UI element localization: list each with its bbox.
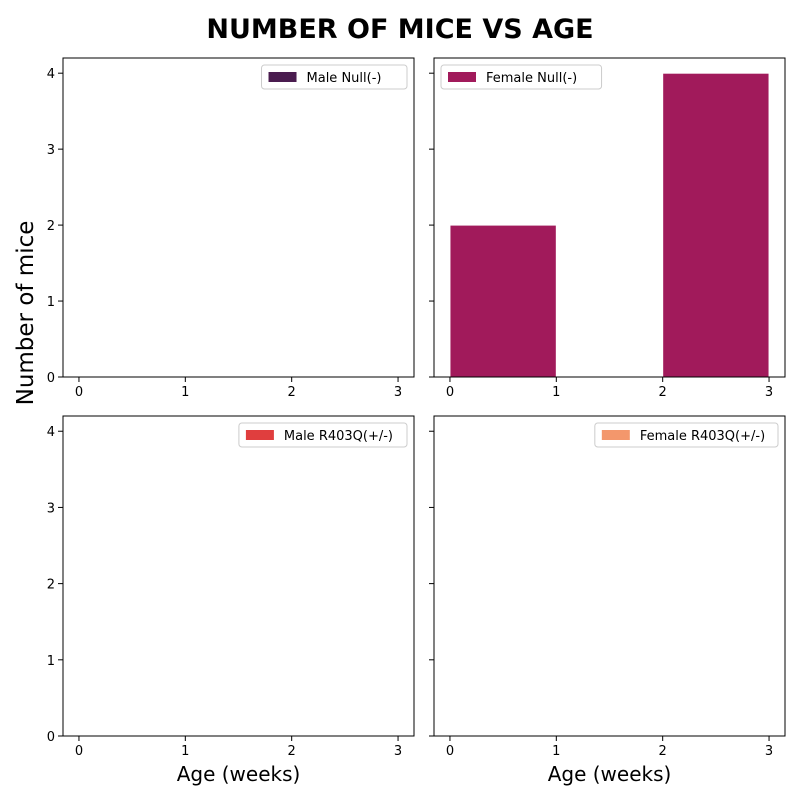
legend: Male R403Q(+/-) — [238, 422, 408, 448]
x-tick-label: 0 — [75, 385, 83, 400]
legend: Female R403Q(+/-) — [594, 422, 779, 448]
legend-label: Female Null(-) — [486, 71, 577, 86]
legend-box — [440, 64, 603, 90]
x-tick-label: 2 — [288, 385, 296, 400]
y-tick-label: 2 — [47, 578, 55, 593]
y-tick-label: 2 — [47, 219, 55, 234]
subplot-2: 0 1 2 3 Female Null(-) — [429, 57, 786, 400]
legend-swatch — [268, 72, 297, 82]
legend-label: Male Null(-) — [307, 71, 382, 86]
x-axis-label: Age (weeks) — [177, 762, 301, 786]
x-tick-label: 3 — [394, 744, 402, 759]
legend-swatch — [601, 430, 630, 440]
legend-label: Male R403Q(+/-) — [284, 429, 393, 444]
x-axis-label: Age (weeks) — [548, 762, 672, 786]
legend: Male Null(-) — [261, 64, 408, 90]
y-tick-label: 4 — [47, 67, 55, 82]
y-tick-label: 0 — [47, 730, 55, 745]
bar — [662, 72, 770, 378]
legend-label: Female R403Q(+/-) — [640, 429, 765, 444]
y-tick-label: 4 — [47, 425, 55, 440]
legend-box — [261, 64, 408, 90]
x-tick-label: 1 — [552, 744, 560, 759]
x-tick-label: 1 — [181, 744, 189, 759]
subplot-1: 0 1 2 3 0 1 2 3 4 Male Null(-) — [47, 57, 415, 400]
y-tick-label: 3 — [47, 143, 55, 158]
x-tick-label: 0 — [446, 385, 454, 400]
x-tick-label: 0 — [446, 744, 454, 759]
figure-y-axis-label: Number of mice — [13, 221, 39, 406]
axes-frame — [62, 57, 415, 378]
y-tick-label: 0 — [47, 371, 55, 386]
x-tick-label: 1 — [181, 385, 189, 400]
x-tick-label: 3 — [394, 385, 402, 400]
legend: Female Null(-) — [440, 64, 603, 90]
bar — [449, 224, 557, 378]
x-tick-label: 1 — [552, 385, 560, 400]
x-tick-label: 2 — [288, 744, 296, 759]
axes-frame — [62, 415, 415, 737]
legend-swatch — [245, 430, 274, 440]
axes-frame — [433, 415, 786, 737]
x-tick-label: 0 — [75, 744, 83, 759]
axes-frame — [433, 57, 786, 378]
y-tick-label: 3 — [47, 501, 55, 516]
y-tick-label: 1 — [47, 654, 55, 669]
subplot-4: 0 1 2 3 Age (weeks) Female R403Q(+/-) — [429, 415, 786, 786]
legend-box — [594, 422, 779, 448]
x-tick-label: 3 — [765, 385, 773, 400]
x-tick-label: 2 — [659, 744, 667, 759]
y-tick-label: 1 — [47, 295, 55, 310]
legend-swatch — [448, 72, 476, 82]
subplot-3: 0 1 2 3 0 1 2 3 4 Age (weeks) Male R403Q(+/-) — [47, 415, 415, 786]
legend-box — [238, 422, 408, 448]
x-tick-label: 3 — [765, 744, 773, 759]
x-tick-label: 2 — [659, 385, 667, 400]
figure-title: NUMBER OF MICE VS AGE — [206, 14, 593, 45]
